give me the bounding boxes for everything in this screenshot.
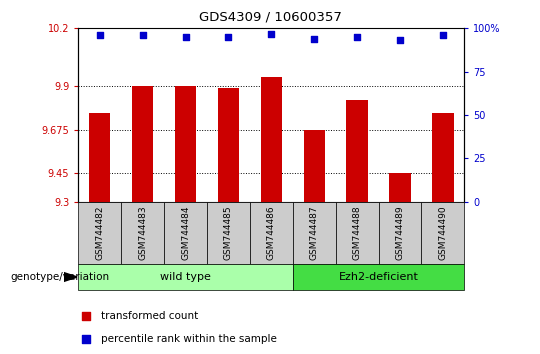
- Polygon shape: [64, 273, 77, 281]
- Point: [310, 36, 319, 41]
- Point: [96, 33, 104, 38]
- Bar: [422, 202, 464, 264]
- Bar: [78, 202, 121, 264]
- Text: GSM744484: GSM744484: [181, 206, 190, 260]
- Point: [224, 34, 233, 40]
- Point: [353, 34, 361, 40]
- Point: [82, 336, 91, 342]
- Bar: [389, 173, 411, 202]
- Point: [82, 313, 91, 319]
- Bar: [89, 113, 111, 202]
- Bar: [218, 88, 239, 202]
- Bar: [250, 202, 293, 264]
- Text: genotype/variation: genotype/variation: [11, 272, 110, 282]
- Bar: [379, 202, 422, 264]
- Text: Ezh2-deficient: Ezh2-deficient: [339, 272, 418, 282]
- Text: GSM744488: GSM744488: [353, 205, 362, 260]
- Text: GSM744487: GSM744487: [310, 205, 319, 260]
- Bar: [336, 202, 379, 264]
- Bar: [132, 86, 153, 202]
- Text: GSM744483: GSM744483: [138, 205, 147, 260]
- Bar: [78, 264, 293, 290]
- Point: [138, 33, 147, 38]
- Bar: [261, 76, 282, 202]
- Text: transformed count: transformed count: [100, 311, 198, 321]
- Bar: [293, 202, 336, 264]
- Bar: [347, 99, 368, 202]
- Bar: [293, 264, 464, 290]
- Text: wild type: wild type: [160, 272, 211, 282]
- Bar: [432, 113, 454, 202]
- Text: GSM744489: GSM744489: [395, 205, 404, 260]
- Text: GDS4309 / 10600357: GDS4309 / 10600357: [199, 11, 341, 24]
- Bar: [175, 86, 196, 202]
- Bar: [207, 202, 250, 264]
- Point: [181, 34, 190, 40]
- Text: GSM744482: GSM744482: [95, 206, 104, 260]
- Text: percentile rank within the sample: percentile rank within the sample: [100, 334, 276, 344]
- Text: GSM744485: GSM744485: [224, 205, 233, 260]
- Bar: [303, 131, 325, 202]
- Bar: [121, 202, 164, 264]
- Point: [396, 38, 404, 43]
- Text: GSM744490: GSM744490: [438, 205, 448, 260]
- Point: [438, 33, 447, 38]
- Text: GSM744486: GSM744486: [267, 205, 276, 260]
- Point: [267, 31, 275, 36]
- Bar: [164, 202, 207, 264]
